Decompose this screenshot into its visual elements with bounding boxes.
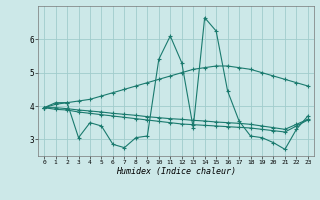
- X-axis label: Humidex (Indice chaleur): Humidex (Indice chaleur): [116, 167, 236, 176]
